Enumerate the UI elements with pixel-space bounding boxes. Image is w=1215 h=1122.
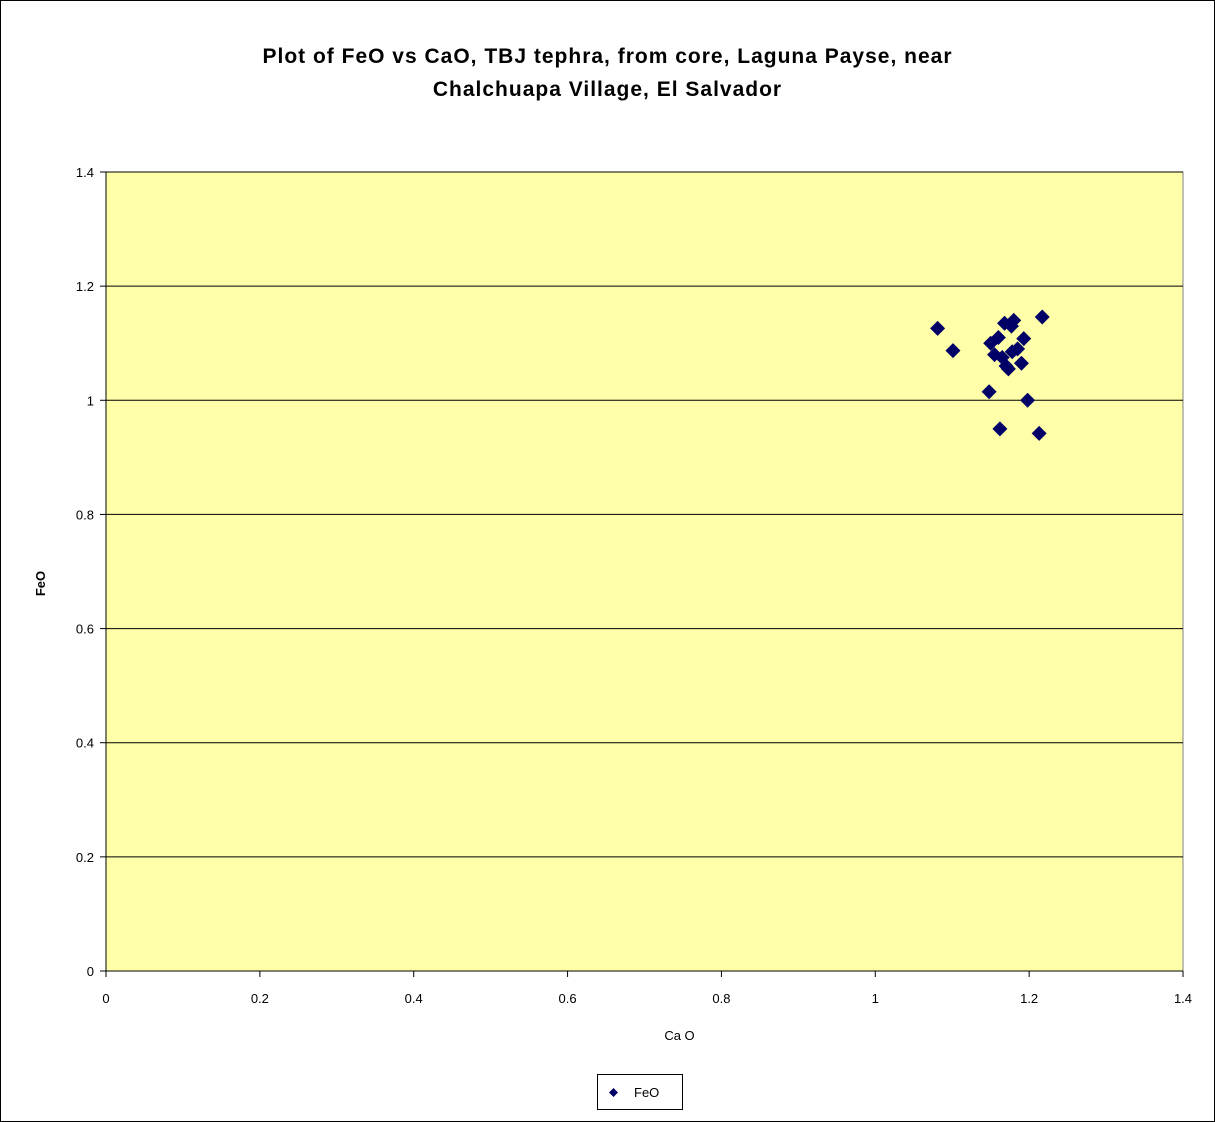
legend-label: FeO [634,1085,660,1100]
data-point [1034,309,1050,325]
axes [105,172,1184,977]
y-tick-label: 0.8 [76,507,94,522]
data-point [1010,341,1026,357]
data-points [930,309,1050,441]
x-tick-label: 0.4 [405,991,423,1006]
legend-diamond-icon [609,1088,618,1097]
plot-area [105,171,1184,972]
x-tick-label: 0.8 [712,991,730,1006]
x-axis-label: Ca O [664,1028,694,1043]
legend: FeO [597,1074,683,1110]
x-tick-label: 0 [102,991,109,1006]
y-tick-label: 1.4 [76,165,94,180]
y-tick-labels: 0 0.2 0.4 0.6 0.8 1 1.2 1.4 [76,165,94,979]
data-point [981,384,997,400]
chart-title: Plot of FeO vs CaO, TBJ tephra, from cor… [0,40,1215,106]
data-point [930,320,946,336]
gridlines [100,171,1183,972]
x-tick-label: 0.6 [559,991,577,1006]
data-point [992,421,1008,437]
y-tick-label: 0 [87,964,94,979]
data-point [1013,355,1029,371]
chart-title-line-2: Chalchuapa Village, El Salvador [432,78,783,101]
data-point [990,330,1006,346]
x-tick-label: 0.2 [251,991,269,1006]
x-tick-label: 1 [872,991,879,1006]
data-point [1020,392,1036,408]
data-point [945,343,961,359]
x-tick-labels: 0 0.2 0.4 0.6 0.8 1 1.2 1.4 [102,991,1192,1006]
y-tick-label: 1.2 [76,279,94,294]
x-tick-label: 1.2 [1020,991,1038,1006]
y-axis-label: FeO [33,571,48,596]
chart-title-line-1: Plot of FeO vs CaO, TBJ tephra, from cor… [262,45,953,68]
data-point [1031,425,1047,441]
y-tick-label: 0.6 [76,622,94,637]
data-point [1006,312,1022,328]
x-tick-label: 1.4 [1174,991,1192,1006]
y-tick-label: 1 [87,393,94,408]
y-tick-label: 0.2 [76,850,94,865]
data-point [1016,331,1032,347]
y-tick-label: 0.4 [76,736,94,751]
data-point [1000,361,1016,377]
